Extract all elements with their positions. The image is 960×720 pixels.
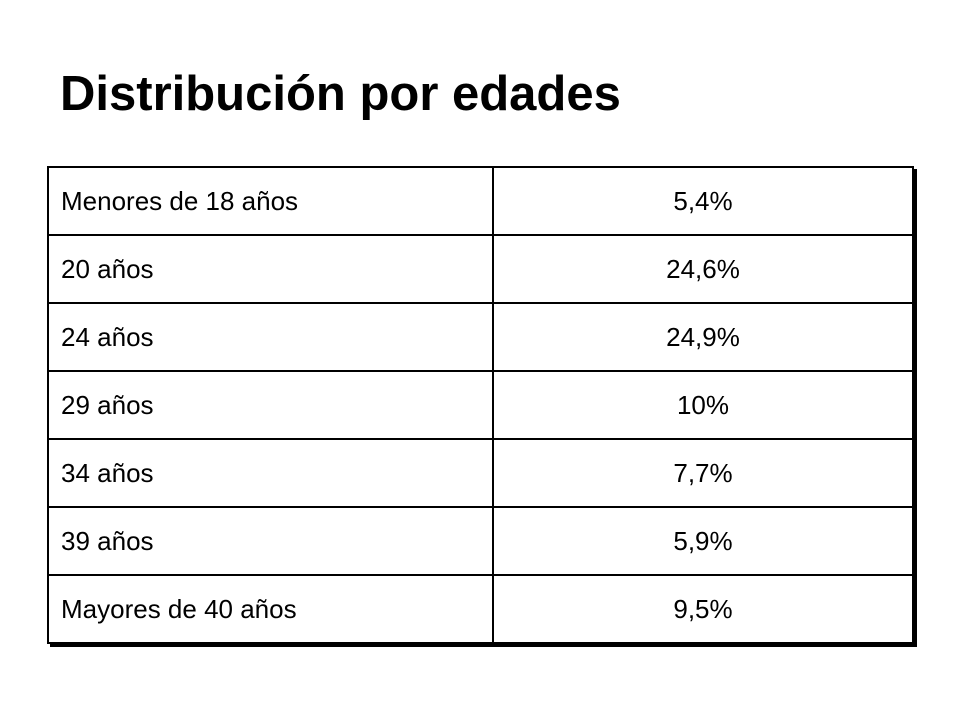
slide-title: Distribución por edades xyxy=(60,67,621,121)
row-value: 5,9% xyxy=(492,506,914,576)
age-distribution-table: Menores de 18 años 5,4% 20 años 24,6% 24… xyxy=(47,166,914,644)
row-label: 29 años xyxy=(47,370,494,440)
table-row: Mayores de 40 años 9,5% xyxy=(47,574,914,644)
row-label: 34 años xyxy=(47,438,494,508)
table-body: Menores de 18 años 5,4% 20 años 24,6% 24… xyxy=(47,166,914,644)
row-value: 9,5% xyxy=(492,574,914,644)
table-row: 29 años 10% xyxy=(47,370,914,440)
row-value: 24,6% xyxy=(492,234,914,304)
row-label: 24 años xyxy=(47,302,494,372)
row-label: 39 años xyxy=(47,506,494,576)
row-label: Menores de 18 años xyxy=(47,166,494,236)
table-row: Menores de 18 años 5,4% xyxy=(47,166,914,236)
row-value: 5,4% xyxy=(492,166,914,236)
table-row: 39 años 5,9% xyxy=(47,506,914,576)
row-label: Mayores de 40 años xyxy=(47,574,494,644)
row-value: 24,9% xyxy=(492,302,914,372)
row-label: 20 años xyxy=(47,234,494,304)
row-value: 10% xyxy=(492,370,914,440)
table-row: 34 años 7,7% xyxy=(47,438,914,508)
table-row: 24 años 24,9% xyxy=(47,302,914,372)
row-value: 7,7% xyxy=(492,438,914,508)
table-row: 20 años 24,6% xyxy=(47,234,914,304)
